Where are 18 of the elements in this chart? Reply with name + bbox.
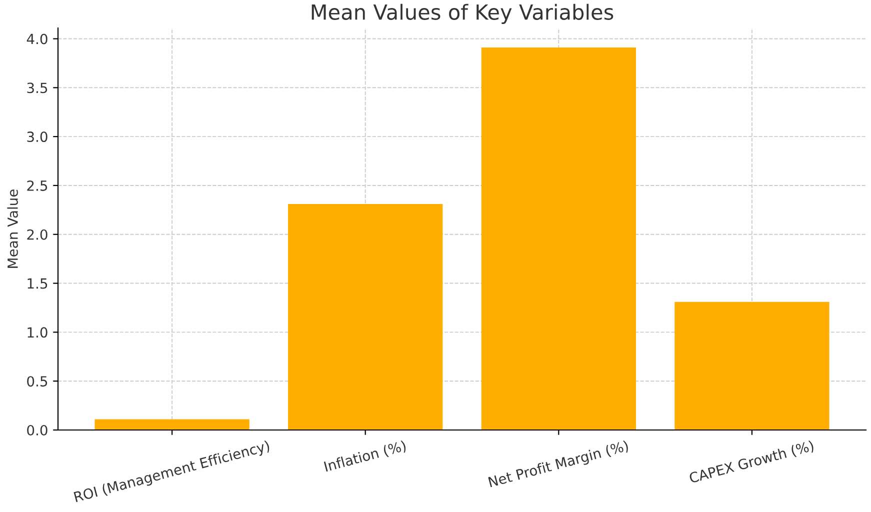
bar	[674, 302, 830, 430]
y-tick-label: 1.5	[28, 278, 48, 289]
y-tick-label: 4.0	[26, 34, 48, 44]
y-tick-label: 2.5	[27, 180, 48, 191]
y-tick-label: 3.0	[27, 132, 48, 142]
bar	[481, 48, 636, 430]
chart-title: Mean Values of Key Variables	[312, 4, 614, 24]
bar	[288, 204, 443, 430]
x-tick-label: Net Profit Margin (%)	[488, 440, 630, 490]
x-tick-label: Inflation (%)	[324, 440, 407, 474]
y-tick-label: 1.0	[28, 327, 48, 338]
y-tick-label: 0.0	[27, 424, 48, 436]
y-tick-label: 2.0	[27, 229, 48, 240]
y-tick-label: 3.5	[27, 82, 48, 94]
y-tick-label: 0.5	[27, 376, 48, 387]
bar	[94, 419, 250, 430]
y-axis-title: Mean Value	[7, 190, 18, 268]
x-tick-label: CAPEX Growth (%)	[688, 440, 815, 485]
